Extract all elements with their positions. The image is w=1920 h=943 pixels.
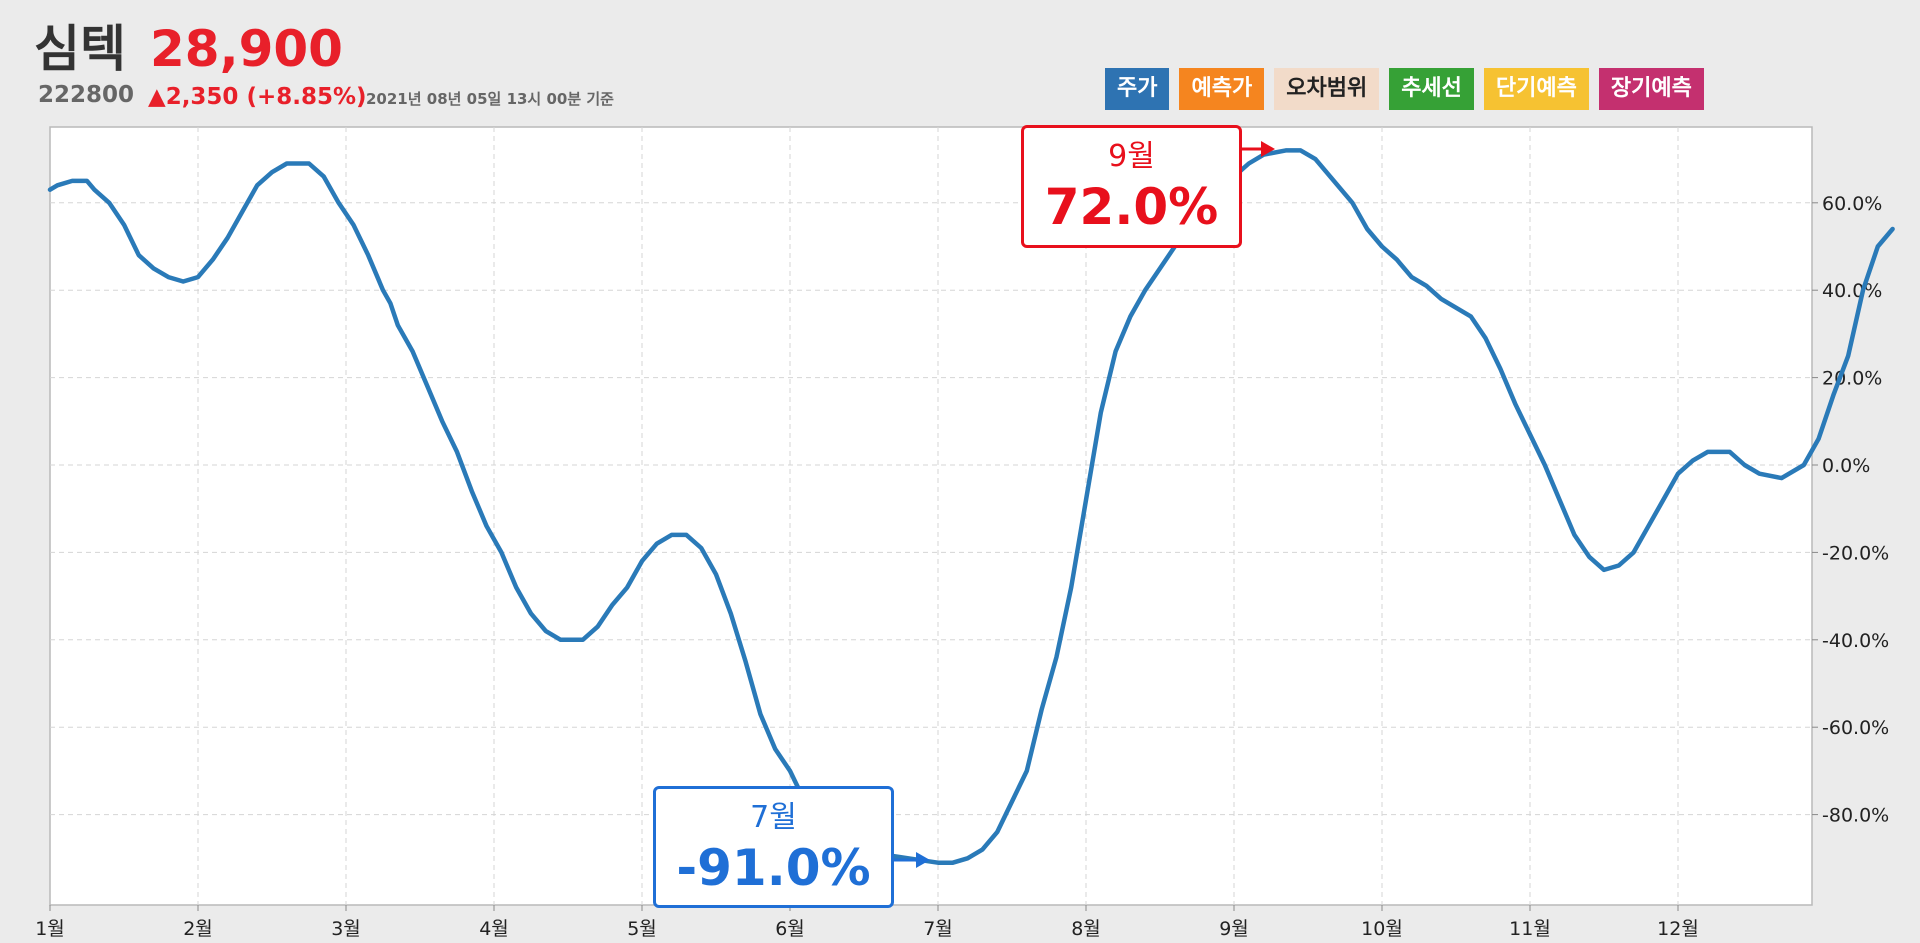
y-tick-label: -80.0% xyxy=(1822,805,1889,827)
x-tick-label: 9월 xyxy=(1219,918,1249,939)
y-tick-label: -40.0% xyxy=(1822,630,1889,652)
x-tick-label: 10월 xyxy=(1361,918,1403,939)
y-tick-label: 60.0% xyxy=(1822,193,1882,215)
y-tick-label: 40.0% xyxy=(1822,280,1882,302)
stock-header: 심텍 28,900 222800 ▲2,350 (+8.85%) 2021년 0… xyxy=(0,0,1920,125)
x-tick-label: 2월 xyxy=(183,918,213,939)
x-tick-label: 1월 xyxy=(35,918,65,939)
x-tick-label: 4월 xyxy=(479,918,509,939)
stock-price: 28,900 xyxy=(150,20,343,78)
x-tick-label: 7월 xyxy=(923,918,953,939)
legend-button-2[interactable]: 오차범위 xyxy=(1274,68,1380,110)
price-series-line xyxy=(47,148,1895,865)
price-change: ▲2,350 (+8.85%) xyxy=(148,84,367,110)
min-annotation: 7월 -91.0% xyxy=(653,786,894,908)
legend-button-4[interactable]: 단기예측 xyxy=(1483,68,1589,110)
x-tick-label: 8월 xyxy=(1071,918,1101,939)
max-annotation: 9월 72.0% xyxy=(1021,125,1242,248)
y-tick-label: -20.0% xyxy=(1822,542,1889,564)
y-tick-label: -60.0% xyxy=(1822,717,1889,739)
x-tick-label: 11월 xyxy=(1509,918,1551,939)
max-arrow-head xyxy=(1261,141,1275,157)
x-tick-label: 6월 xyxy=(775,918,805,939)
stock-code: 222800 xyxy=(38,82,135,108)
legend-button-0[interactable]: 주가 xyxy=(1105,68,1170,110)
min-annotation-month: 7월 xyxy=(750,800,797,835)
min-arrow-head xyxy=(916,852,930,868)
min-annotation-value: -91.0% xyxy=(676,839,871,897)
plot-background xyxy=(49,126,1813,906)
legend-button-1[interactable]: 예측가 xyxy=(1179,68,1265,110)
x-tick-label: 5월 xyxy=(627,918,657,939)
legend: 주가 예측가 오차범위 추세선 단기예측 장기예측 xyxy=(1095,68,1704,110)
max-annotation-month: 9월 xyxy=(1108,139,1155,174)
x-tick-label: 12월 xyxy=(1657,918,1699,939)
stock-name: 심텍 xyxy=(34,20,126,78)
x-tick-label: 3월 xyxy=(331,918,361,939)
y-tick-label: 20.0% xyxy=(1822,368,1882,390)
max-annotation-value: 72.0% xyxy=(1044,178,1219,236)
legend-button-3[interactable]: 추세선 xyxy=(1389,68,1474,110)
y-tick-label: 0.0% xyxy=(1822,455,1870,477)
timestamp: 2021년 08년 05일 13시 00분 기준 xyxy=(366,90,614,108)
legend-button-5[interactable]: 장기예측 xyxy=(1598,68,1704,110)
